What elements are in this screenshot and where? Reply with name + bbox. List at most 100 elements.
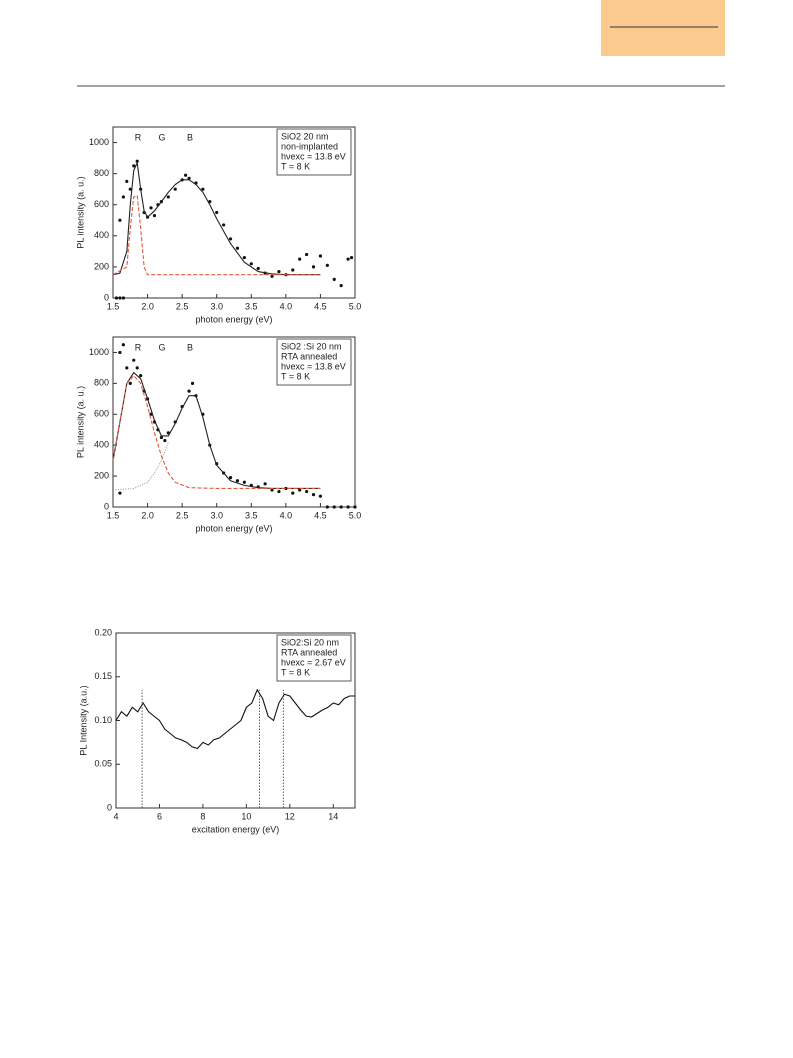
data-point [187, 176, 191, 180]
data-point [339, 505, 343, 509]
x-tick-label: 2.5 [176, 510, 189, 520]
x-tick-label: 4 [113, 811, 118, 821]
data-point [228, 476, 233, 480]
x-tick-label: 12 [285, 811, 295, 821]
y-axis-label: PL Intensity (a.u.) [78, 685, 88, 755]
peak-label: R [135, 132, 142, 142]
data-point [118, 296, 122, 300]
data-point [132, 358, 136, 362]
data-point [270, 488, 274, 492]
data-point [121, 343, 125, 347]
series-line [112, 160, 321, 276]
y-tick-label: 1000 [89, 137, 109, 147]
peak-label: R [135, 342, 142, 352]
y-tick-label: 0 [104, 292, 109, 302]
legend-text: RTA annealed [281, 351, 337, 361]
legend-text: hνexc = 2.67 eV [281, 657, 346, 667]
x-tick-label: 3.0 [210, 510, 223, 520]
data-point [139, 374, 143, 378]
x-tick-label: 4.0 [280, 510, 293, 520]
data-point [298, 257, 302, 261]
data-point [215, 210, 219, 215]
legend-box [276, 128, 352, 176]
y-tick-label: 0.10 [94, 715, 112, 725]
x-tick-label: 1.5 [107, 510, 120, 520]
y-tick-label: 400 [94, 440, 109, 450]
data-point [270, 274, 274, 278]
data-point [132, 164, 136, 168]
data-point [125, 366, 129, 370]
data-point [311, 493, 316, 497]
peak-label: B [187, 132, 193, 142]
legend-text: SiO2:Si 20 nm [281, 637, 339, 647]
y-tick-label: 600 [94, 199, 109, 209]
y-tick-label: 800 [94, 168, 109, 178]
data-point [249, 262, 253, 266]
x-axis-label: photon energy (eV) [195, 523, 272, 533]
data-point [222, 223, 226, 227]
x-tick-label: 3.5 [245, 510, 258, 520]
data-point [318, 494, 323, 498]
data-point [187, 389, 191, 393]
series-line [112, 371, 321, 489]
data-point [135, 159, 139, 163]
y-tick-label: 0 [104, 501, 109, 511]
data-point [311, 265, 316, 269]
x-tick-label: 3.0 [210, 301, 223, 311]
y-tick-label: 400 [94, 230, 109, 240]
data-point [242, 255, 246, 260]
data-point [339, 283, 343, 288]
x-tick-label: 4.5 [314, 301, 327, 311]
y-tick-label: 0 [107, 802, 112, 812]
plot-frame [112, 126, 356, 299]
data-point [128, 381, 132, 385]
legend-text: SiO2 20 nm [281, 131, 329, 141]
data-point [152, 214, 157, 218]
data-point [291, 491, 295, 495]
series-line [112, 194, 321, 276]
legend-text: RTA annealed [281, 647, 337, 657]
data-point [235, 479, 240, 483]
data-point [118, 491, 122, 495]
x-tick-label: 2.0 [141, 301, 154, 311]
data-point [277, 489, 281, 494]
series-line [112, 374, 321, 489]
header-box [601, 0, 725, 56]
x-tick-label: 1.5 [107, 301, 120, 311]
y-tick-label: 0.20 [94, 627, 112, 637]
x-tick-label: 2.0 [141, 510, 154, 520]
data-point [346, 257, 350, 261]
legend-text: T = 8 K [281, 371, 310, 381]
x-tick-label: 3.5 [245, 301, 258, 311]
data-point [291, 268, 295, 272]
legend-text: T = 8 K [281, 161, 310, 171]
data-point [305, 252, 309, 257]
data-point [125, 179, 129, 184]
legend-text: hνexc = 13.8 eV [281, 151, 346, 161]
data-point [135, 366, 139, 370]
data-point [332, 277, 336, 281]
x-tick-label: 14 [328, 811, 338, 821]
data-point [173, 187, 177, 191]
data-point [235, 246, 240, 250]
data-point [163, 438, 167, 443]
y-tick-label: 0.15 [94, 671, 112, 681]
peak-label: G [158, 342, 165, 352]
y-tick-label: 800 [94, 378, 109, 388]
data-point [242, 480, 246, 484]
data-point [256, 266, 260, 271]
data-point [201, 187, 205, 191]
legend-text: SiO2 :Si 20 nm [281, 341, 342, 351]
y-tick-label: 1000 [89, 347, 109, 357]
y-tick-label: 200 [94, 261, 109, 271]
peak-label: B [187, 342, 193, 352]
data-point [277, 269, 281, 274]
series-line [112, 441, 169, 491]
data-point [114, 296, 119, 300]
y-axis-label: PL intensity (a. u.) [75, 176, 85, 248]
x-tick-label: 4.0 [280, 301, 293, 311]
legend-box [276, 634, 352, 682]
data-point [325, 505, 329, 509]
